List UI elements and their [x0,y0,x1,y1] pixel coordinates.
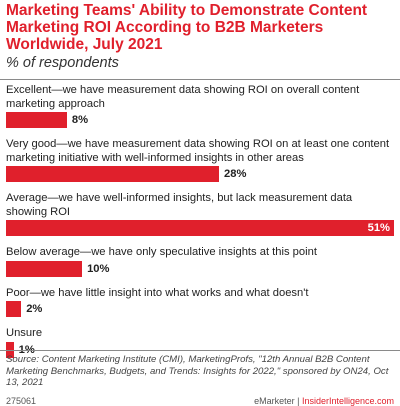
category-label: Very good—we have measurement data showi… [6,138,390,164]
value-label: 10% [87,262,110,275]
bottom-divider [0,350,400,351]
bar [6,260,83,277]
category-label: Average—we have well-informed insights, … [6,192,353,218]
bar [6,341,14,358]
value-label: 2% [26,303,43,315]
chart-title: Marketing Teams' Ability to Demonstrate … [6,2,368,53]
value-label: 51% [367,222,390,234]
category-label: Excellent—we have measurement data showi… [6,84,360,110]
category-label: Poor—we have little insight into what wo… [6,286,309,299]
brand-site-link[interactable]: InsiderIntelligence.com [301,396,394,406]
bar [6,220,394,236]
value-label: 1% [18,343,35,356]
bar [6,301,22,317]
category-label: Unsure [6,327,43,339]
bar-chart: Excellent—we have measurement data showi… [0,78,400,358]
brand-footer: eMarketer | InsiderIntelligence.com [254,396,394,406]
bar [6,166,220,182]
bar [6,112,67,128]
chart-id: 275061 [6,396,37,406]
source-note: Source: Content Marketing Institute (CMI… [6,354,389,389]
brand-name: eMarketer [254,396,295,406]
chart-subtitle: % of respondents [6,55,119,71]
value-label: 8% [71,114,89,126]
brand-separator: | [294,396,302,406]
top-divider [0,79,400,80]
value-label: 28% [224,168,247,180]
category-label: Below average—we have only speculative i… [6,246,317,258]
